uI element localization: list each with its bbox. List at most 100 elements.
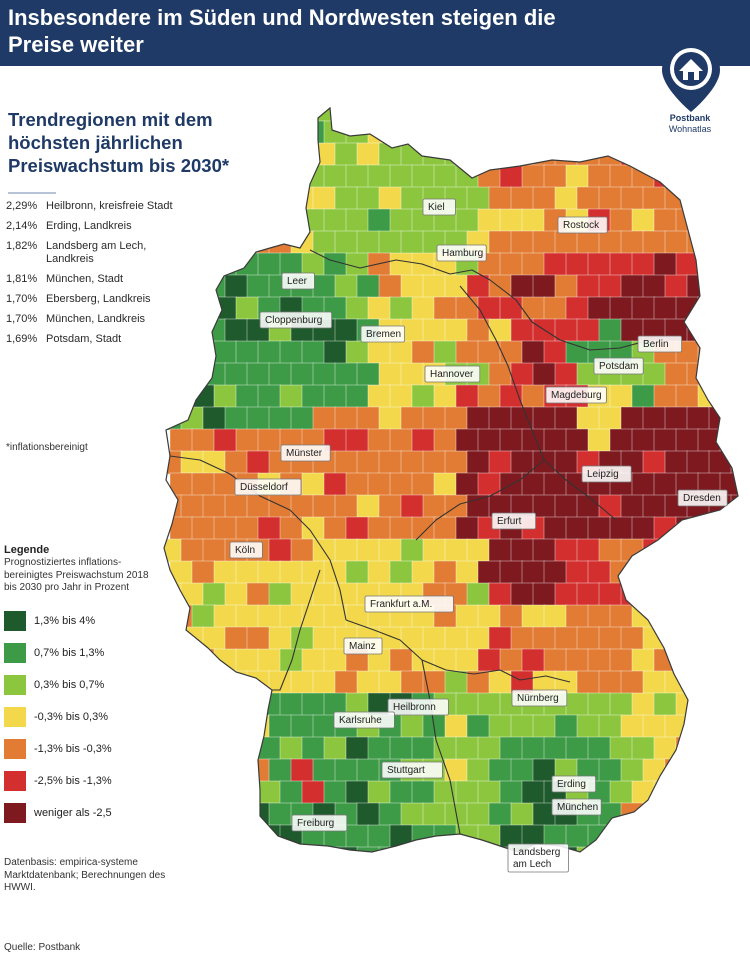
map-region: [433, 824, 458, 849]
map-region: [301, 208, 326, 233]
map-region: [180, 802, 205, 827]
map-region: [653, 560, 678, 585]
map-region: [213, 296, 238, 321]
map-region: [466, 758, 491, 783]
map-region: [708, 274, 733, 299]
map-region: [334, 406, 359, 431]
map-region: [235, 692, 260, 717]
city-label: Karlsruhe: [333, 711, 395, 729]
map-region: [334, 318, 359, 343]
map-region: [191, 824, 216, 849]
map-region: [653, 736, 678, 761]
map-region: [169, 780, 194, 805]
map-region: [180, 846, 205, 852]
legend-swatch: [4, 706, 26, 727]
map-region: [697, 340, 722, 365]
city-label: Leipzig: [581, 465, 632, 483]
map-region: [224, 714, 249, 739]
map-region: [257, 516, 282, 541]
map-region: [356, 758, 381, 783]
legend-label: 0,3% bis 0,7%: [34, 678, 105, 691]
map-region: [180, 626, 205, 651]
map-region: [576, 318, 601, 343]
map-region: [588, 869, 611, 892]
city-name: München: [557, 802, 598, 813]
map-region: [620, 142, 645, 167]
map-region: [323, 560, 348, 585]
map-region: [554, 494, 579, 519]
map-region: [400, 230, 425, 255]
map-region: [367, 296, 392, 321]
map-region: [719, 340, 738, 365]
map-region: [257, 428, 282, 453]
map-region: [433, 164, 458, 189]
map-region: [565, 560, 590, 585]
map-region: [566, 869, 589, 892]
map-region: [742, 737, 750, 760]
map-region: [169, 164, 194, 189]
map-region: [400, 186, 425, 211]
city-label-box: [557, 216, 608, 234]
map-region: [389, 252, 414, 277]
map-region: [521, 252, 546, 277]
map-region: [609, 296, 634, 321]
city-label: Cloppenburg: [259, 311, 332, 329]
legend-swatch: [4, 802, 26, 823]
map-region: [279, 692, 304, 717]
map-region: [708, 318, 733, 343]
map-region: [455, 428, 480, 453]
map-region: [213, 824, 238, 849]
map-region: [169, 252, 194, 277]
map-region: [532, 406, 557, 431]
city-label-box: [551, 775, 596, 793]
map-region: [532, 108, 557, 123]
map-region: [202, 714, 227, 739]
map-region: [444, 714, 469, 739]
city-name: Nürnberg: [517, 693, 559, 704]
map-region: [224, 406, 249, 431]
map-region: [631, 120, 656, 145]
map-region: [489, 891, 512, 910]
ranking-item: 2,29% Heilbronn, kreisfreie Stadt: [6, 200, 176, 213]
map-region: [400, 846, 425, 852]
map-region: [631, 824, 656, 849]
map-region: [213, 384, 238, 409]
map-region: [543, 560, 568, 585]
map-region: [675, 164, 700, 189]
map-region: [235, 428, 260, 453]
map-region: [664, 406, 689, 431]
map-region: [697, 780, 722, 805]
map-region: [422, 142, 447, 167]
map-region: [279, 164, 304, 189]
ranking-region: München, Landkreis: [46, 313, 146, 325]
map-region: [742, 649, 750, 672]
map-region: [356, 846, 381, 852]
legend: Legende Prognostiziertes inflations-bere…: [4, 544, 164, 829]
map-region: [620, 494, 645, 519]
map-region: [664, 230, 689, 255]
map-region: [576, 582, 601, 607]
city-label: Hannover: [424, 365, 481, 383]
map-region: [191, 604, 216, 629]
map-region: [719, 648, 738, 673]
legend-label: 1,3% bis 4%: [34, 614, 96, 627]
map-region: [598, 670, 623, 695]
map-region: [576, 406, 601, 431]
map-region: [609, 164, 634, 189]
map-region: [631, 252, 656, 277]
map-region: [708, 758, 733, 783]
map-region: [686, 802, 711, 827]
map-region: [268, 186, 293, 211]
city-label-box: [360, 325, 405, 343]
city-name: Magdeburg: [551, 390, 602, 401]
map-region: [279, 780, 304, 805]
map-region: [290, 186, 315, 211]
map-region: [235, 560, 260, 585]
legend-item: 1,3% bis 4%: [4, 605, 164, 637]
map-region: [587, 296, 612, 321]
house-pin-icon: [662, 42, 720, 112]
map-region: [389, 296, 414, 321]
map-region: [433, 428, 458, 453]
map-region: [686, 230, 711, 255]
map-region: [521, 208, 546, 233]
